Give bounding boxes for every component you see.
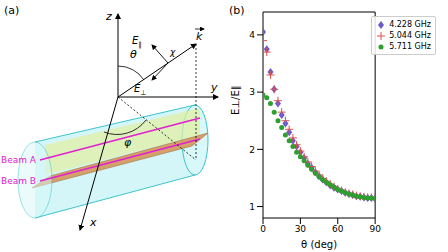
html-text:(b): (b) <box>229 4 245 17</box>
svg-text:4: 4 <box>249 30 255 40</box>
svg-text:θ (deg): θ (deg) <box>301 239 337 250</box>
html-text:5.711 GHz: 5.711 GHz <box>389 42 431 51</box>
svg-text:2: 2 <box>249 145 255 155</box>
svg-text:x: x <box>89 216 97 229</box>
svg-text:0: 0 <box>260 224 266 234</box>
svg-text:φ: φ <box>124 136 132 149</box>
svg-text:90: 90 <box>369 224 381 234</box>
html-text:5.044 GHz: 5.044 GHz <box>389 31 431 40</box>
svg-text:60: 60 <box>332 224 344 234</box>
svg-text:1: 1 <box>249 202 255 212</box>
svg-text:y: y <box>210 81 218 94</box>
svg-text:3: 3 <box>249 87 255 97</box>
svg-text:z: z <box>105 10 112 23</box>
svg-text:Beam A: Beam A <box>1 155 37 165</box>
svg-text:(a): (a) <box>4 4 19 17</box>
svg-text:k: k <box>196 30 203 43</box>
svg-text:χ: χ <box>169 47 176 57</box>
html-text:4.228 GHz: 4.228 GHz <box>389 20 431 29</box>
svg-text:E⊥/E∥: E⊥/E∥ <box>230 85 242 115</box>
svg-text:Beam B: Beam B <box>1 176 36 186</box>
svg-text:30: 30 <box>295 224 307 234</box>
svg-text:E⊥: E⊥ <box>134 83 146 97</box>
svg-text:θ: θ <box>130 48 137 61</box>
svg-text:E∥: E∥ <box>132 35 142 49</box>
